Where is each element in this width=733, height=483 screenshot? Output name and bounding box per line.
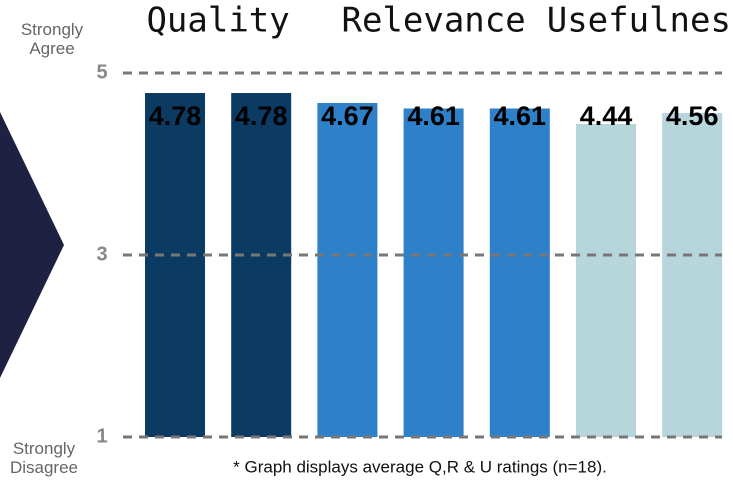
bar [403, 108, 464, 438]
chevron [0, 112, 64, 378]
legend-label: Quality [146, 1, 289, 41]
value-label: 4.61 [494, 101, 547, 131]
label-line: Strongly [21, 20, 84, 39]
label-line: Disagree [10, 458, 78, 477]
legend-label: Usefulness [547, 1, 733, 41]
bar [231, 93, 292, 438]
bar [489, 108, 550, 438]
bar [145, 93, 205, 438]
label-line: Strongly [13, 439, 76, 458]
label-line: Agree [29, 39, 74, 58]
bar [317, 103, 378, 437]
bar [662, 113, 723, 437]
footnote: * Graph displays average Q,R & U ratings… [233, 457, 607, 476]
bar [576, 123, 636, 438]
value-label: 4.78 [235, 101, 288, 131]
value-label: 4.78 [149, 101, 202, 131]
y-tick-label: 3 [96, 243, 107, 265]
y-tick-label: 5 [96, 61, 107, 83]
y-tick-label: 1 [96, 425, 107, 447]
bottom-label: Strongly Disagree [10, 439, 78, 477]
value-label: 4.44 [580, 101, 633, 131]
value-label: 4.67 [321, 101, 374, 131]
top-label: Strongly Agree [21, 20, 84, 58]
value-label: 4.61 [407, 101, 460, 131]
legend-label: Relevance [341, 1, 525, 41]
value-label: 4.56 [666, 101, 719, 131]
